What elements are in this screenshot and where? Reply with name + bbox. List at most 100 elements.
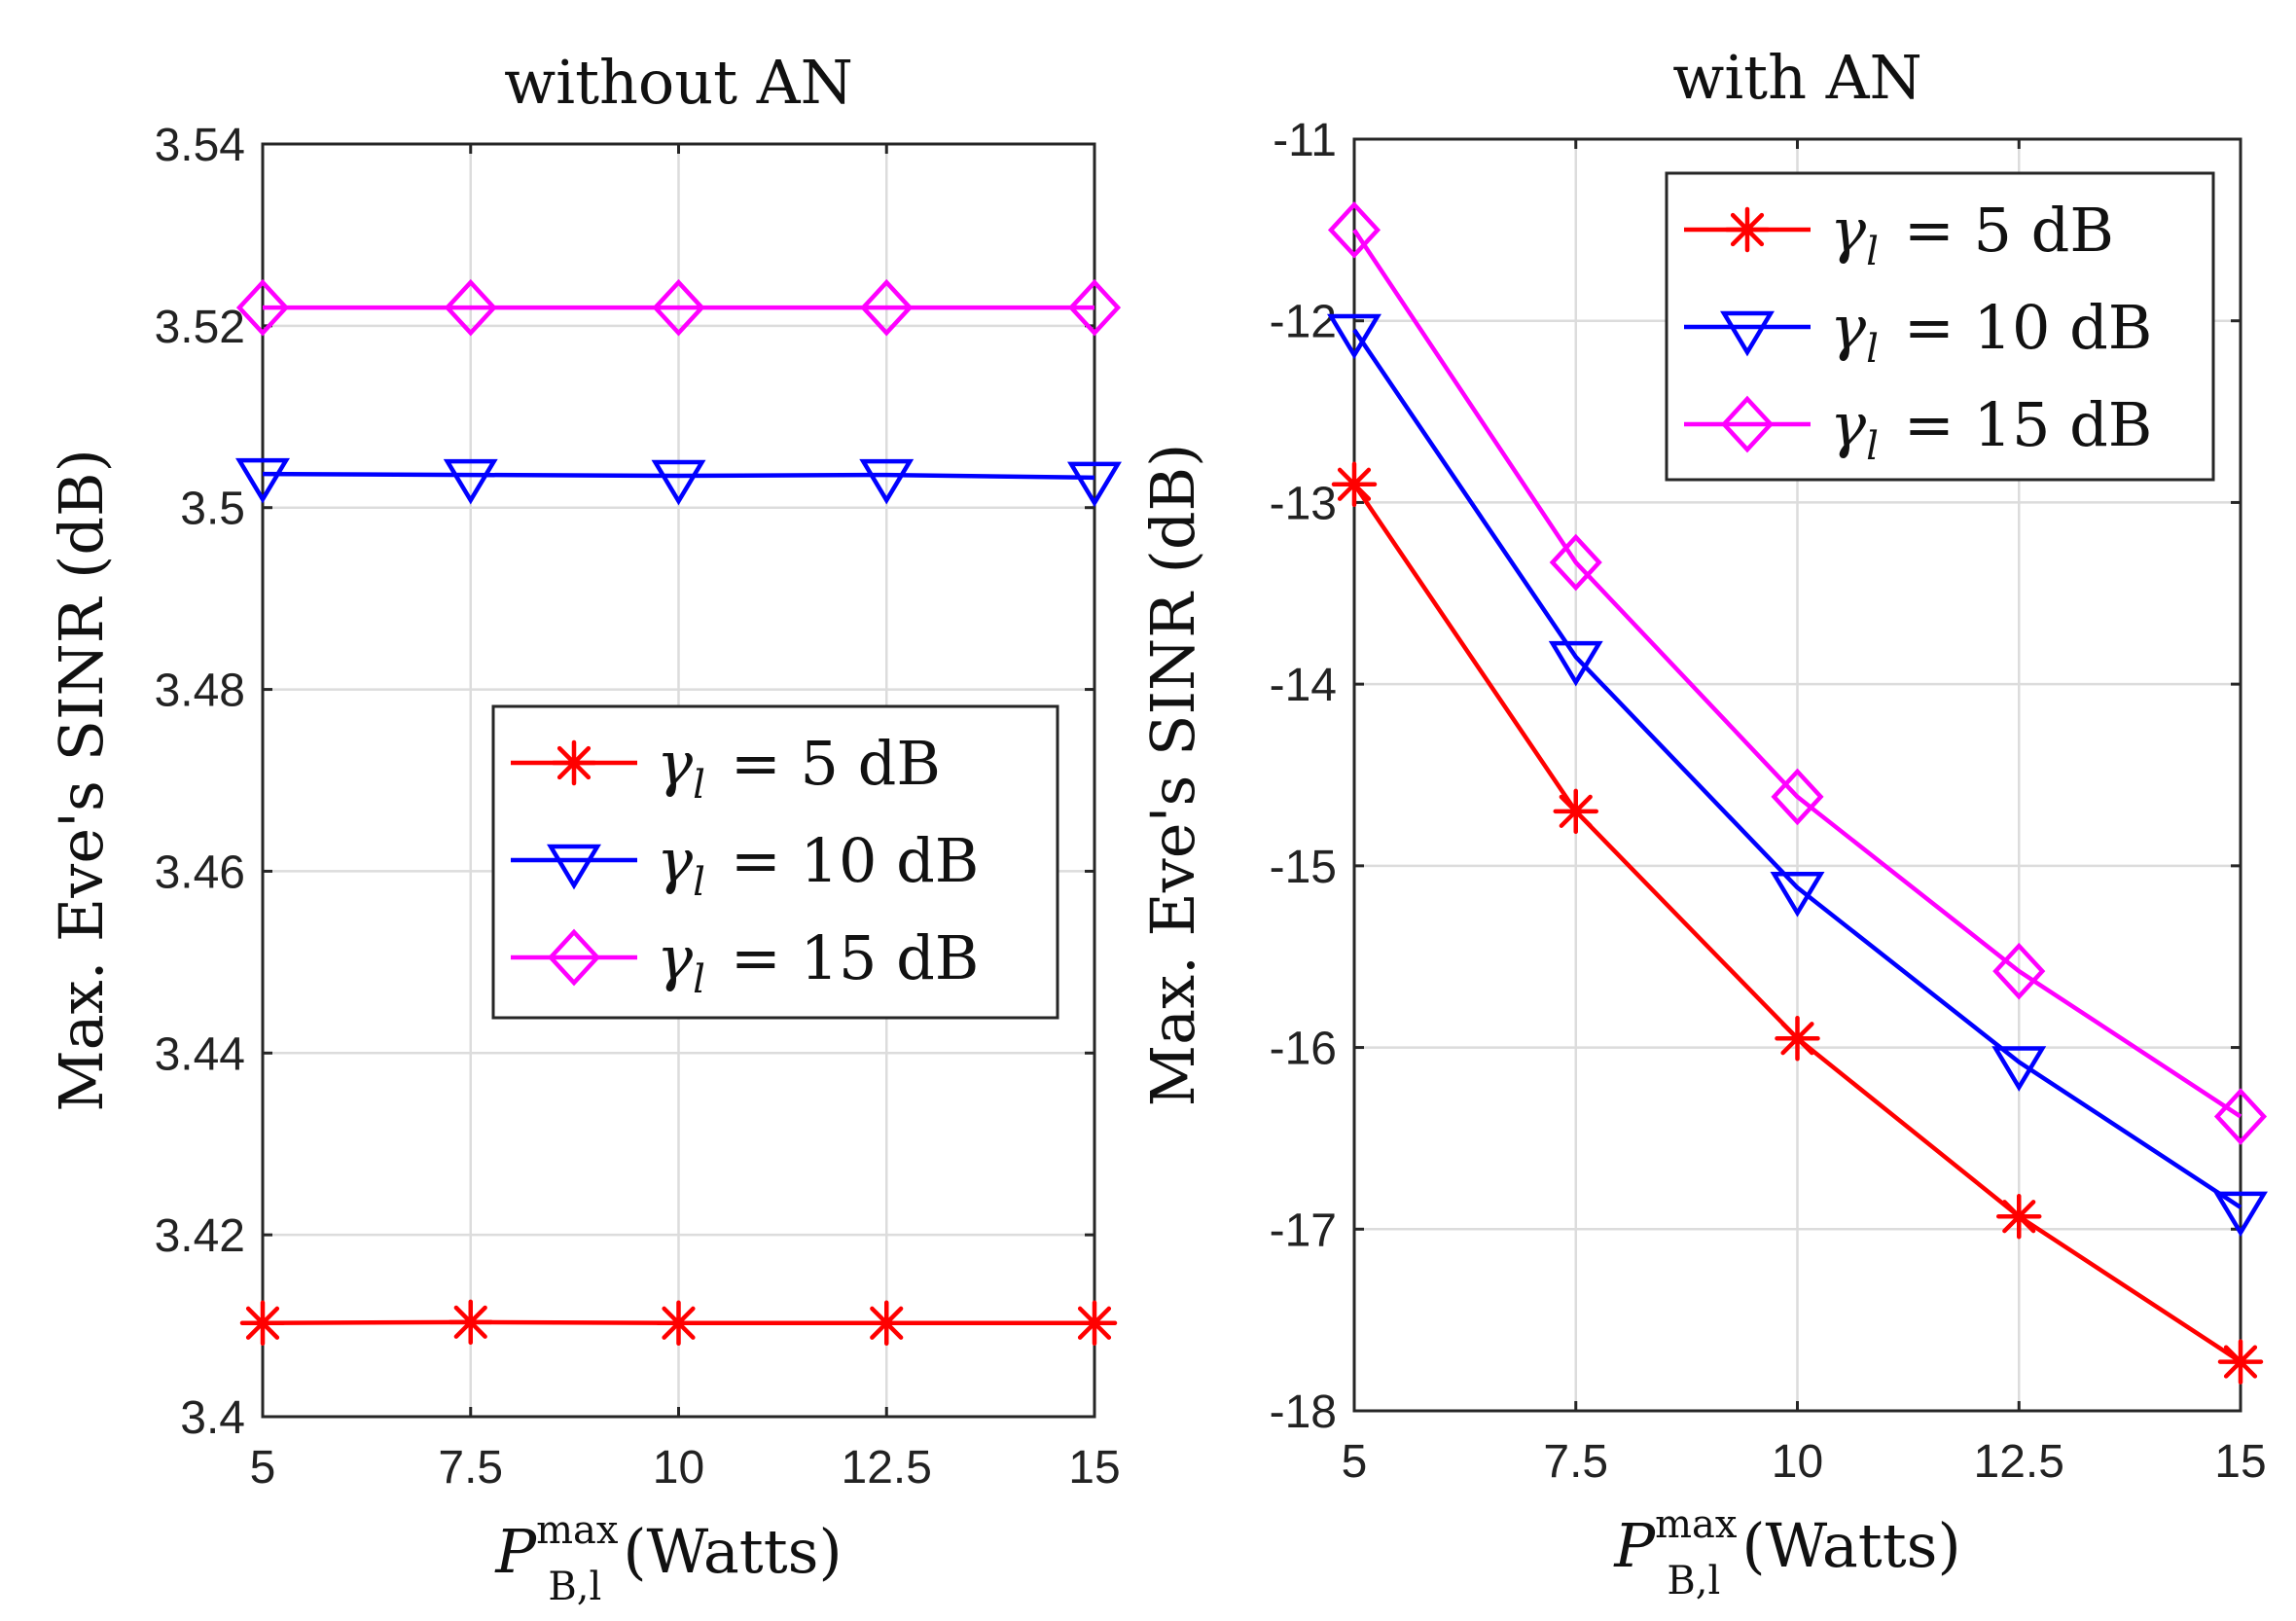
legend-item: γl = 5 dB (511, 728, 941, 808)
legend-symbol: γ (657, 922, 694, 993)
x-axis-label-symbol: P (494, 1516, 537, 1587)
y-tick-label: 3.44 (155, 1028, 245, 1080)
x-axis-label-symbol: P (1613, 1510, 1656, 1581)
legend-symbol: γ (1830, 195, 1867, 266)
data-point (651, 459, 706, 506)
data-point (1071, 1300, 1118, 1347)
data-point (1996, 1193, 2042, 1240)
y-tick-label: -18 (1270, 1387, 1337, 1438)
legend-subscript: l (693, 957, 705, 1002)
x-tick-label: 12.5 (1974, 1436, 2064, 1488)
chart-title: without AN (504, 47, 853, 118)
data-point (1991, 1046, 2047, 1092)
x-tick-label: 10 (1772, 1436, 1823, 1488)
legend-subscript: l (693, 763, 705, 808)
y-tick-label: -17 (1270, 1205, 1337, 1256)
x-axis-label-unit: (Watts) (623, 1516, 842, 1587)
data-point (1771, 768, 1824, 826)
chart-without-an: 5 7.5 10 12.5 15 3.4 3.42 3.44 3.46 3.48 3.5 3.52 3.… (46, 47, 1122, 1609)
legend-symbol: γ (657, 825, 694, 896)
y-tick-label: 3.48 (155, 666, 245, 717)
chart-title: with AN (1672, 42, 1921, 113)
data-point (1992, 942, 2046, 1000)
legend-value: = 15 dB (731, 922, 980, 993)
legend-symbol: γ (1830, 292, 1867, 363)
series-line (262, 471, 1095, 481)
data-point (2213, 1088, 2268, 1145)
data-point (1331, 461, 1378, 508)
data-point (2213, 1191, 2268, 1238)
y-tick-label: 3.52 (155, 302, 245, 353)
legend-value: = 10 dB (1904, 292, 2153, 363)
legend-marker (551, 739, 597, 786)
legend-label: γl = 10 dB (657, 825, 979, 905)
y-tick-label: -16 (1270, 1024, 1337, 1075)
data-point (1549, 533, 1602, 592)
data-point (864, 1300, 910, 1347)
series-2 (1327, 201, 2268, 1145)
legend-item: γl = 10 dB (1684, 292, 2152, 372)
x-tick-label: 5 (250, 1442, 276, 1494)
legend-value: = 10 dB (731, 825, 980, 896)
legend-marker (1724, 206, 1771, 253)
x-tick-label: 15 (1068, 1442, 1120, 1494)
legend-value: = 15 dB (1904, 389, 2153, 460)
legend-value: = 5 dB (731, 728, 941, 799)
x-axis-label: Pmax B,l (Watts) (1613, 1502, 1960, 1603)
series-1 (235, 457, 1122, 508)
y-tick-label: 3.54 (155, 120, 245, 171)
y-tick-label: -13 (1270, 478, 1337, 529)
y-axis-label: Max. Eve's SINR (dB) (46, 449, 117, 1112)
legend-symbol: γ (1830, 389, 1867, 460)
legend-marker (1720, 310, 1775, 357)
y-tick-label: 3.5 (180, 484, 245, 535)
legend-subscript: l (693, 860, 705, 905)
data-point (239, 1300, 286, 1347)
data-point (1327, 201, 1381, 259)
data-point (1067, 461, 1122, 508)
x-axis-label: Pmax B,l (Watts) (494, 1508, 842, 1609)
legend-subscript: l (1866, 424, 1879, 469)
data-point (235, 278, 290, 337)
x-tick-label: 7.5 (438, 1442, 503, 1494)
x-axis-label-subscript: B,l (548, 1565, 601, 1609)
data-point (235, 457, 290, 504)
series-line (1352, 229, 2242, 1119)
legend-item: γl = 15 dB (1684, 389, 2152, 469)
data-point (860, 278, 914, 337)
data-point (443, 458, 498, 505)
x-tick-label: 5 (1342, 1436, 1368, 1488)
data-point (859, 458, 915, 505)
series-1 (1327, 313, 2268, 1238)
data-point (1775, 1015, 1820, 1062)
legend-subscript: l (1866, 230, 1879, 274)
data-point (1327, 313, 1381, 360)
y-tick-label: 3.42 (155, 1210, 245, 1262)
x-axis-label-unit: (Watts) (1741, 1510, 1960, 1581)
x-tick-label: 10 (653, 1442, 704, 1494)
legend-label: γl = 15 dB (657, 922, 979, 1002)
legend-label: γl = 10 dB (1830, 292, 2152, 372)
data-point (652, 278, 705, 337)
y-tick-label: -15 (1270, 842, 1337, 893)
legend-label: γl = 15 dB (1830, 389, 2152, 469)
series-2 (235, 278, 1122, 337)
series-line (1352, 328, 2242, 1209)
data-point (444, 278, 497, 337)
legend-marker (547, 928, 601, 987)
legend-label: γl = 5 dB (1830, 195, 2114, 274)
legend-symbol: γ (657, 728, 694, 799)
y-tick-label: -11 (1273, 115, 1337, 166)
x-axis-label-superscript: max (1655, 1502, 1738, 1547)
legend-item: γl = 5 dB (1684, 195, 2114, 274)
legend-marker (547, 844, 601, 890)
x-tick-label: 15 (2214, 1436, 2266, 1488)
data-point (1770, 872, 1825, 918)
legend-item: γl = 15 dB (511, 922, 979, 1002)
x-tick-label: 7.5 (1543, 1436, 1608, 1488)
legend-item: γl = 10 dB (511, 825, 979, 905)
data-point (656, 1300, 701, 1347)
